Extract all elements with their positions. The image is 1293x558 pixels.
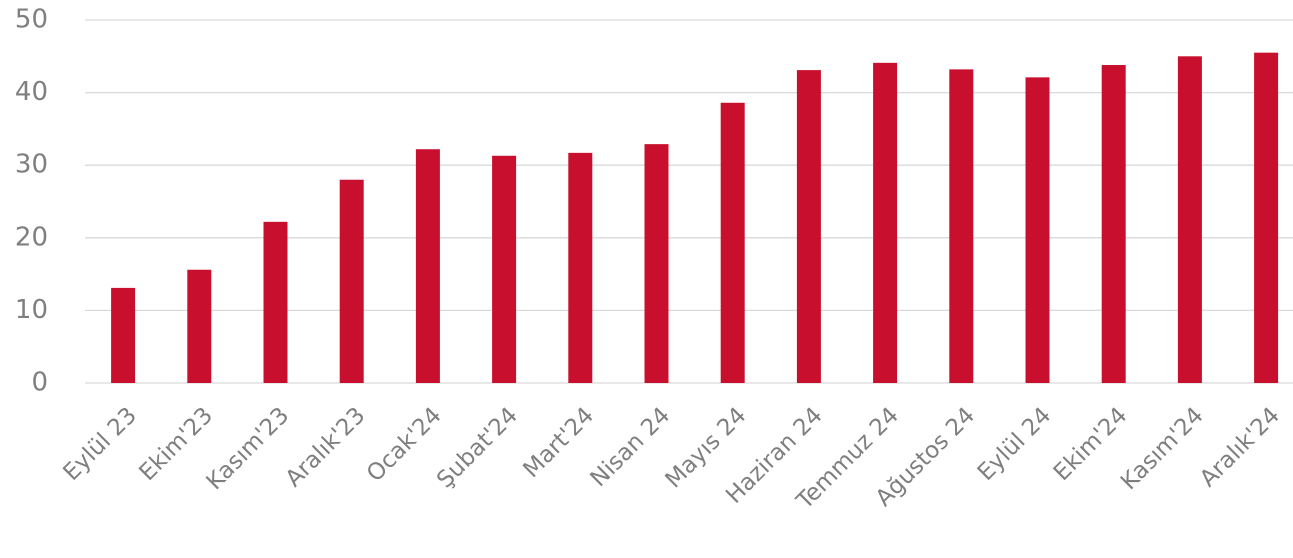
y-tick-label: 40 [15,77,48,107]
y-tick-label: 30 [15,150,48,180]
x-tick-label: Aralık'24 [1195,402,1285,492]
bar [415,149,440,383]
x-tick-label: Kasım'24 [1116,402,1209,495]
bar [1025,77,1050,383]
bar [1101,65,1126,384]
bar [568,152,593,383]
bar [644,144,669,383]
bar [1254,52,1279,384]
y-tick-label: 0 [31,368,48,398]
y-tick-label: 10 [15,295,48,325]
x-tick-label: Şubat'24 [432,402,523,493]
bar [873,62,898,384]
x-tick-label: Nisan 24 [586,402,676,492]
bar [187,269,212,383]
bar [111,287,136,383]
bar [492,155,517,383]
bar [949,69,974,384]
bar [796,70,821,384]
x-tick-label: Aralık'23 [281,402,371,492]
x-tick-label: Eylül 23 [58,402,142,486]
x-tick-label: Eylül 24 [973,402,1057,486]
x-tick-label: Kasım'23 [202,402,295,495]
bar [720,102,745,383]
bar [339,179,364,383]
y-tick-label: 50 [15,5,48,35]
bar [263,221,288,383]
y-tick-label: 20 [15,222,48,252]
bar [1177,56,1202,384]
